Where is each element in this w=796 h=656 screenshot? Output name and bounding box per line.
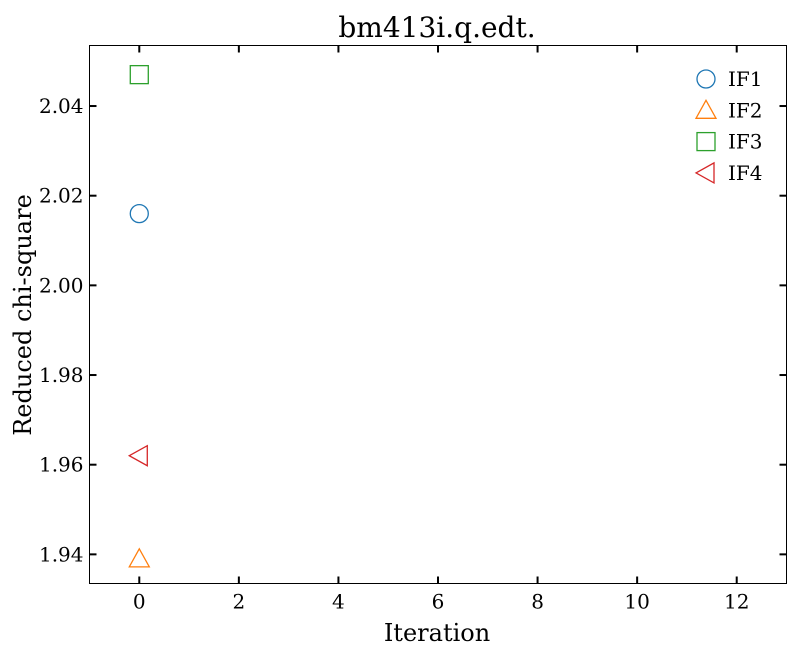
- point-if1: [129, 203, 149, 224]
- legend-label-if3: IF3: [728, 130, 763, 154]
- point-if3: [129, 64, 149, 85]
- legend-label-if2: IF2: [728, 98, 763, 122]
- tick-labels: 0 2 4 6 8 10 12 1.94 1.96 1.98 2.00 2.02 2.04: [39, 94, 749, 613]
- legend-marker-if3: [696, 131, 716, 152]
- chart-title: bm413i.q.edt.: [338, 11, 535, 44]
- x-tick-label: 6: [432, 590, 445, 614]
- data-points: [127, 64, 151, 568]
- point-if4: [127, 444, 148, 467]
- point-if2: [128, 547, 151, 568]
- x-tick-label: 10: [624, 590, 649, 614]
- x-axis-label: Iteration: [384, 619, 490, 647]
- x-tick-label: 4: [332, 590, 345, 614]
- x-tick-label: 12: [724, 590, 749, 614]
- y-tick-label: 1.98: [39, 363, 84, 387]
- legend: IF1 IF2 IF3 IF4: [694, 67, 763, 185]
- y-tick-label: 2.02: [39, 184, 84, 208]
- y-tick-label: 2.04: [39, 94, 84, 118]
- legend-label-if4: IF4: [728, 161, 763, 185]
- y-tick-label: 1.94: [39, 542, 84, 566]
- x-tick-label: 2: [232, 590, 245, 614]
- legend-marker-if2: [694, 98, 718, 119]
- legend-marker-if4: [694, 161, 715, 185]
- legend-marker-if1: [696, 69, 716, 89]
- y-axis-label: Reduced chi-square: [9, 194, 37, 436]
- y-tick-label: 1.96: [39, 453, 84, 477]
- plot-frame: [89, 45, 787, 584]
- y-tick-label: 2.00: [39, 273, 84, 297]
- x-tick-label: 8: [531, 590, 544, 614]
- legend-label-if1: IF1: [728, 67, 763, 91]
- x-tick-label: 0: [133, 590, 146, 614]
- ticks: [89, 45, 787, 584]
